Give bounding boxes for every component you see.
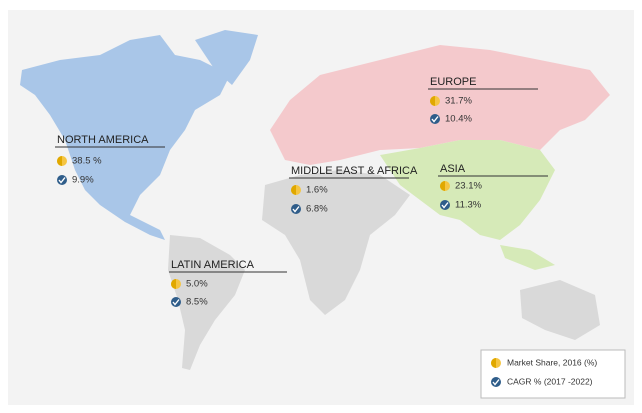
cagr-icon-check	[492, 379, 500, 386]
cagr-icon-check	[292, 206, 300, 213]
islands-shape	[500, 245, 555, 270]
region-title: EUROPE	[430, 76, 476, 88]
cagr-icon-check	[172, 299, 180, 306]
legend-market-share: Market Share, 2016 (%)	[507, 357, 597, 367]
market-share: 23.1%	[455, 181, 482, 192]
asia-shape	[380, 140, 555, 240]
australia-shape	[520, 280, 600, 340]
europe-shape	[270, 45, 610, 165]
region-title: LATIN AMERICA	[171, 259, 255, 271]
share-icon-slice	[57, 156, 62, 166]
market-share: 38.5 %	[72, 156, 102, 167]
market-share: 1.6%	[306, 185, 328, 196]
legend-box	[480, 349, 626, 399]
north-america-shape	[20, 35, 230, 240]
cagr-icon	[430, 114, 440, 124]
cagr: 11.3%	[455, 200, 482, 211]
latin-america-shape	[168, 235, 245, 370]
share-icon-slice	[491, 358, 496, 368]
share-icon-slice	[171, 279, 176, 289]
share-icon-slice	[430, 96, 435, 106]
cagr: 6.8%	[306, 204, 328, 215]
greenland-shape	[195, 30, 258, 85]
cagr-icon	[57, 175, 67, 185]
region-title: ASIA	[440, 163, 466, 175]
cagr-icon	[171, 297, 181, 307]
cagr: 8.5%	[186, 297, 208, 308]
share-icon-slice	[440, 181, 445, 191]
cagr-icon	[491, 377, 501, 387]
region-title: MIDDLE EAST & AFRICA	[291, 165, 418, 177]
region-title: NORTH AMERICA	[57, 134, 149, 146]
cagr: 10.4%	[445, 114, 472, 125]
market-share: 31.7%	[445, 96, 472, 107]
cagr-icon	[440, 200, 450, 210]
legend-cagr: CAGR % (2017 -2022)	[507, 376, 593, 386]
share-icon-slice	[291, 185, 296, 195]
cagr-icon-check	[441, 202, 449, 209]
cagr: 9.9%	[72, 175, 94, 186]
cagr-icon	[291, 204, 301, 214]
market-share: 5.0%	[186, 279, 208, 290]
cagr-icon-check	[58, 177, 66, 184]
cagr-icon-check	[431, 116, 439, 123]
